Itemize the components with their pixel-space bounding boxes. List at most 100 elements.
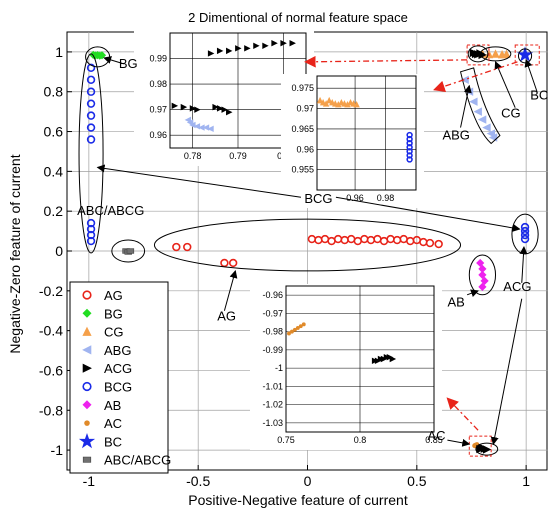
cg-inset-point — [319, 98, 327, 106]
y-tick-label: 0.8 — [44, 84, 64, 100]
legend-marker-abg — [82, 345, 92, 355]
inset-y-tick-label: 0.965 — [291, 124, 314, 134]
y-axis-label: Negative-Zero feature of current — [7, 154, 23, 353]
bcg-point — [86, 135, 96, 144]
y-tick-label: 1 — [55, 44, 63, 60]
abg-point — [488, 133, 498, 142]
inset-x-tick-label: 0.79 — [229, 151, 247, 161]
ab-point — [478, 282, 487, 291]
inset-y-tick-label: 0.99 — [149, 54, 167, 64]
ab-point — [480, 276, 489, 285]
cg-inset-point — [325, 96, 333, 104]
annotation-label: AG — [217, 309, 236, 324]
annotation-arrow — [466, 289, 479, 297]
legend-label-ac: AC — [104, 416, 122, 431]
acg-inset-point — [289, 40, 296, 47]
legend-marker-ac — [84, 420, 90, 426]
inset-x-tick-label: 0.96 — [346, 193, 364, 203]
legend-label-cg: CG — [104, 325, 124, 340]
acg-inset-point — [180, 103, 188, 111]
inset-y-tick-label: -1.01 — [262, 381, 283, 391]
bcg-point — [86, 63, 96, 73]
y-tick-label: -0.2 — [39, 283, 63, 299]
bcg-point — [86, 111, 96, 120]
legend-marker-abc-abcg — [82, 456, 92, 463]
y-tick-label: -0.4 — [39, 323, 63, 339]
y-tick-label: 0 — [55, 243, 63, 259]
legend-label-abc-abcg: ABC/ABCG — [104, 453, 171, 468]
bcg-point — [86, 123, 96, 132]
inset-y-tick-label: 0.96 — [296, 144, 314, 154]
inset-y-tick-label: -1.02 — [262, 400, 283, 410]
inset-plots: 0.78 0.79 0.8 0.96 0.97 0.98 0.99 0.96 0.98 0.955… — [134, 31, 443, 450]
legend-marker-bcg — [82, 381, 92, 392]
zoom-arrow — [304, 55, 468, 68]
cluster-ellipse — [479, 46, 512, 62]
inset-y-tick-label: 0.96 — [149, 130, 167, 140]
abg-point — [482, 123, 491, 132]
cg-point — [491, 49, 500, 58]
acg-inset-point — [189, 105, 197, 112]
ab-point — [478, 270, 487, 279]
annotation-label: ABC/ABCG — [77, 203, 144, 218]
ac-inset-point — [295, 326, 300, 330]
abg-point — [486, 129, 496, 138]
cg-inset-point — [316, 96, 324, 104]
inset-y-tick-label: 0.97 — [296, 104, 314, 114]
annotation-label: AB — [448, 295, 465, 310]
abg-point — [460, 75, 469, 84]
inset-y-tick-label: 0.97 — [149, 105, 167, 115]
ag-point — [434, 239, 443, 249]
bcg-point — [520, 230, 530, 240]
bcg-point — [86, 218, 96, 228]
acg-inset-point — [244, 45, 251, 52]
inset-x-tick-label: 0.85 — [425, 435, 443, 445]
legend-marker-ag — [82, 290, 92, 300]
cluster-ellipse — [78, 53, 104, 254]
cg-point — [502, 49, 511, 58]
ac-inset-point — [289, 329, 294, 334]
annotation-label: ABG — [442, 128, 469, 143]
y-tick-label: 0.4 — [44, 163, 64, 179]
acg-inset-point — [221, 106, 228, 113]
inset-y-tick-label: 0.955 — [291, 165, 314, 175]
acg-inset-point — [216, 47, 224, 55]
acg-inset-point — [212, 103, 219, 111]
inset-y-tick-label: -0.96 — [262, 290, 283, 300]
abg-inset-point — [207, 125, 214, 133]
acg-inset-point — [226, 47, 233, 55]
ag-point — [228, 258, 238, 268]
inset-y-tick-label: -1.03 — [262, 418, 283, 428]
inset-x-tick-label: 0.78 — [184, 151, 202, 161]
annotation-label: BCG — [304, 191, 332, 206]
bcg-point — [520, 222, 530, 232]
annotations: BG ABC/ABCG BCG AG ABG CG BC AB ACG AC — [77, 55, 548, 447]
legend-marker-bc — [78, 432, 96, 449]
legend-label-abg: ABG — [104, 343, 131, 358]
y-tick-label: -0.6 — [39, 362, 63, 378]
legend-label-acg: ACG — [104, 361, 132, 376]
annotation-arrow — [494, 60, 516, 108]
annotation-label: ACG — [503, 279, 531, 294]
cg-inset-point — [338, 98, 345, 106]
legend-label-bcg: BCG — [104, 380, 132, 395]
inset-cg-bcg: 0.96 0.98 0.955 0.96 0.965 0.97 0.975 — [281, 74, 424, 208]
cluster-ellipse — [111, 239, 146, 263]
ag-point — [172, 242, 181, 252]
acg-inset-point — [194, 106, 201, 113]
bcg-point — [86, 87, 96, 96]
bcg-point — [86, 236, 96, 246]
annotation-arrow — [103, 56, 124, 65]
acg-inset-point — [380, 355, 388, 363]
legend-marker-acg — [82, 363, 92, 373]
abg-cluster-outline — [459, 67, 501, 145]
acg-inset-point — [280, 40, 287, 47]
cluster-ellipse — [467, 45, 489, 63]
legend-label-bg: BG — [104, 306, 123, 321]
annotation-arrow — [460, 84, 472, 128]
inset-y-tick-label: 0.98 — [149, 79, 167, 89]
annotation-arrow — [447, 438, 471, 447]
x-axis-label: Positive-Negative feature of current — [188, 492, 408, 508]
legend-label-bc: BC — [104, 434, 122, 449]
bcg-point — [520, 226, 530, 236]
